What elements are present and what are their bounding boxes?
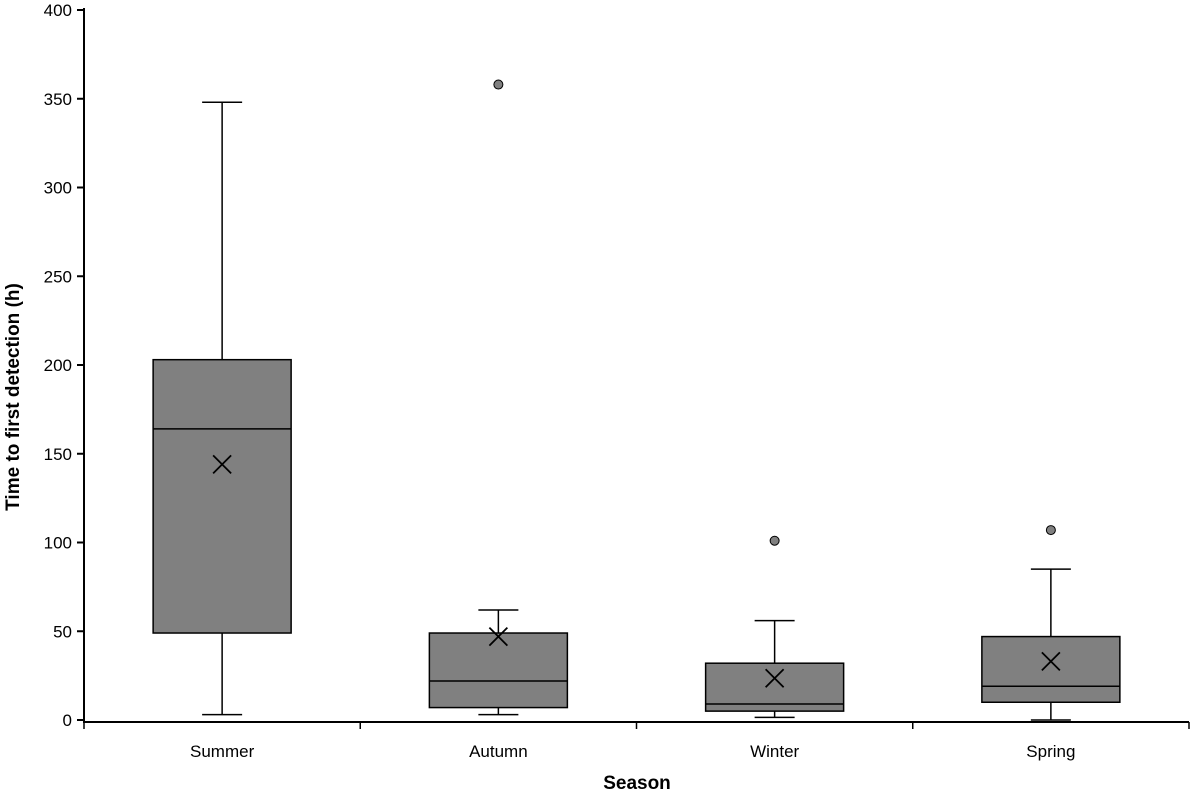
box-spring xyxy=(981,635,1121,704)
x-tick-label: Autumn xyxy=(469,742,528,761)
mean-marker xyxy=(764,668,785,688)
mean-marker xyxy=(488,626,509,647)
y-tick-label: 300 xyxy=(44,179,72,198)
y-tick-label: 200 xyxy=(44,356,72,375)
x-tick-label: Summer xyxy=(190,742,255,761)
outlier-point xyxy=(769,535,780,546)
box-winter xyxy=(704,662,845,712)
y-axis-title: Time to first detection (h) xyxy=(3,283,24,511)
plot-area: 0 50 100 150 200 250 300 350 400 Summer Autumn Wint… xyxy=(44,1,1190,761)
y-tick-label: 400 xyxy=(44,1,72,20)
y-tick-label: 0 xyxy=(63,711,72,730)
y-tick-label: 250 xyxy=(44,267,72,286)
x-axis-title: Season xyxy=(603,773,671,793)
x-tick-label: Winter xyxy=(750,742,799,761)
y-tick-label: 100 xyxy=(44,534,72,553)
y-tick-label: 350 xyxy=(44,90,72,109)
box-summer xyxy=(152,358,292,634)
outlier-point xyxy=(1045,525,1056,536)
y-tick-label: 150 xyxy=(44,445,72,464)
box-autumn xyxy=(428,632,569,709)
y-tick-label: 50 xyxy=(53,622,72,641)
outlier-point xyxy=(493,79,504,90)
x-tick-label: Spring xyxy=(1026,742,1075,761)
mean-marker xyxy=(212,454,232,475)
mean-marker xyxy=(1041,651,1061,672)
